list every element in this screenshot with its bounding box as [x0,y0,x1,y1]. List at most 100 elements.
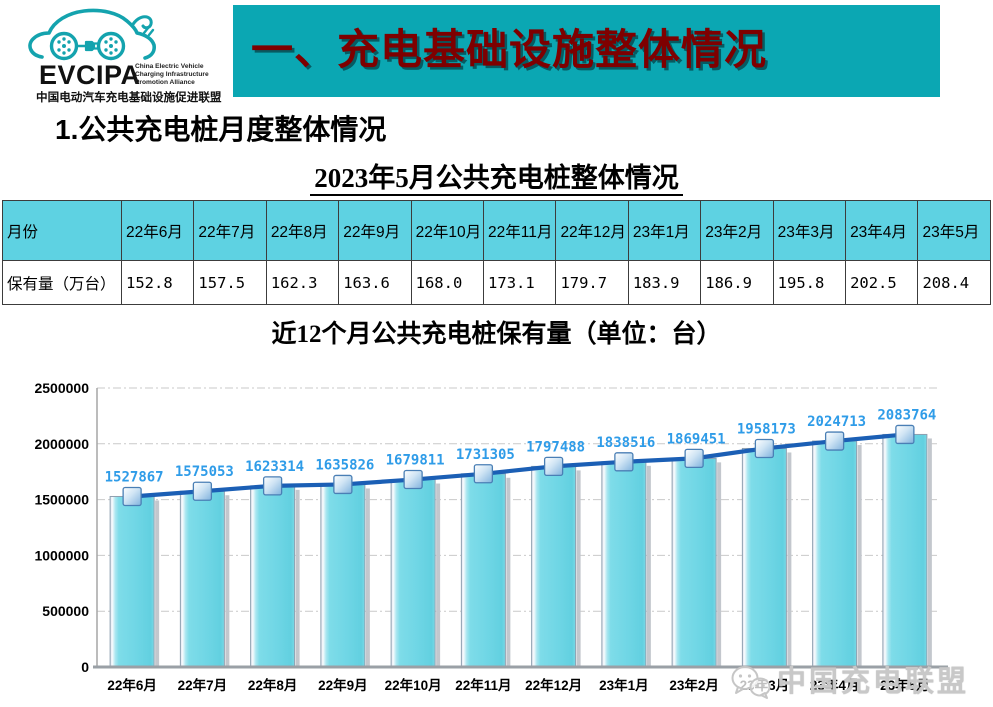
bar-shadow [436,483,441,667]
x-axis-tick: 23年1月 [599,677,649,693]
table-cell: 208.4 [917,260,991,305]
table-header-row: 月份 22年6月 22年7月 22年8月 22年9月 22年10月 22年11月 22年12月… [2,200,991,261]
data-label: 1838516 [596,435,655,451]
table-header-cell: 23年2月 [700,200,774,261]
bar [460,473,506,668]
bar [320,483,366,668]
table-cell: 152.8 [120,260,195,305]
x-axis-tick: 22年6月 [107,677,157,693]
bar-shadow [295,489,300,667]
data-point-marker [895,424,915,445]
logo-chinese-name: 中国电动汽车充电基础设施促进联盟 [36,90,222,104]
chart-title: 近12个月公共充电桩保有量（单位：台） [271,321,722,348]
watermark-text: 中国充电联盟 [776,665,969,698]
x-axis-tick: 23年4月 [810,677,860,693]
table-value-row: 保有量（万台） 152.8 157.5 162.3 163.6 168.0 173.1 179… [2,260,991,305]
table-header-cell: 22年10月 [410,200,485,261]
evcipa-logo: EVCIPA China Electric Vehicle Charging I… [28,8,222,104]
section-heading: 1.公共充电桩月度整体情况 [55,114,387,145]
table-cell: 183.9 [627,260,702,305]
table-header-cell: 22年6月 [120,200,195,261]
logo-subtitle-line3: Promotion Alliance [135,79,195,86]
data-label: 1623314 [245,459,304,475]
watermark: 中国充电联盟 [729,659,969,705]
data-label: 1635826 [315,457,374,473]
bar [179,490,225,668]
data-label: 1527867 [105,469,164,485]
y-axis-tick: 1000000 [34,547,89,563]
bar [109,495,155,668]
table-title-text: 2023年5月公共充电桩整体情况 [310,163,683,196]
bar [531,465,577,668]
data-point-marker [403,469,423,490]
data-point-marker [754,438,775,459]
bar-shadow [576,470,581,667]
y-axis-tick: 500000 [42,603,89,619]
data-label: 1679811 [386,453,445,469]
logo-subtitle-line2: Charging Infrastructure [135,71,209,78]
bar [671,457,717,668]
y-axis-tick: 1500000 [34,492,89,508]
table-cell: 186.9 [700,260,774,305]
data-point-marker [824,431,845,451]
wechat-icon [731,666,771,699]
table-header-cell: 23年4月 [845,200,919,261]
data-point-marker [262,476,283,496]
x-axis-tick: 22年7月 [178,677,228,693]
banner-title: 一、充电基础设施整体情况 [251,28,768,74]
bar [390,479,436,668]
data-point-marker [122,486,142,507]
bar [741,447,787,668]
trend-line [131,432,906,499]
data-point-marker [614,452,634,472]
data-label: 2024713 [807,414,866,430]
y-axis-tick: 2500000 [34,380,89,396]
bar-shadow [155,500,160,667]
bar-shadow [787,452,792,667]
data-point-marker [333,474,353,495]
bar-shadow [365,488,370,667]
table-cell: 保有量（万台） [2,260,122,305]
table-header-cell: 22年8月 [265,200,340,261]
bar-shadow [927,438,932,667]
x-axis-tick: 22年11月 [455,677,511,693]
data-point-marker [192,481,213,501]
title-banner: 一、充电基础设施整体情况 [233,5,940,97]
y-axis-tick: 0 [81,659,89,675]
table-header-cell: 22年9月 [338,200,412,261]
table-cell: 163.6 [338,260,412,305]
x-axis-tick: 22年8月 [248,677,298,693]
x-axis-tick: 22年9月 [318,677,368,693]
bar-shadow [646,465,651,667]
data-point-marker [473,464,494,484]
logo-subtitle-line1: China Electric Vehicle [135,63,204,70]
bar-shadow [857,445,862,667]
x-axis-tick: 23年2月 [669,677,719,693]
table-cell: 179.7 [555,260,629,305]
monthly-chart: 0 500000 1000000 1500000 2000000 2500000 15278… [34,380,948,693]
logo-acronym: EVCIPA [39,60,141,90]
ev-car-icon [28,8,156,61]
table-header-cell: 23年3月 [772,200,847,261]
data-label: 1869451 [667,431,726,447]
bar-shadow [225,495,230,667]
x-axis-tick: 22年12月 [525,677,582,693]
table-header-cell: 月份 [2,200,122,261]
bar [601,461,647,668]
table-title: 2023年5月公共充电桩整体情况 [0,156,993,196]
data-label: 1958173 [737,421,796,437]
bar [812,440,858,668]
data-point-marker [684,448,704,469]
bar [250,485,296,668]
table-cell: 173.1 [483,260,557,305]
x-axis-tick: 23年5月 [880,677,930,693]
data-point-marker [543,456,564,477]
table-cell: 157.5 [193,260,267,305]
data-label: 2083764 [877,407,936,423]
y-axis-tick: 2000000 [34,436,89,452]
table-header-cell: 22年7月 [193,200,267,261]
data-label: 1575053 [175,464,234,480]
table-cell: 168.0 [410,260,485,305]
table-header-cell: 23年1月 [627,200,702,261]
table-cell: 195.8 [772,260,847,305]
